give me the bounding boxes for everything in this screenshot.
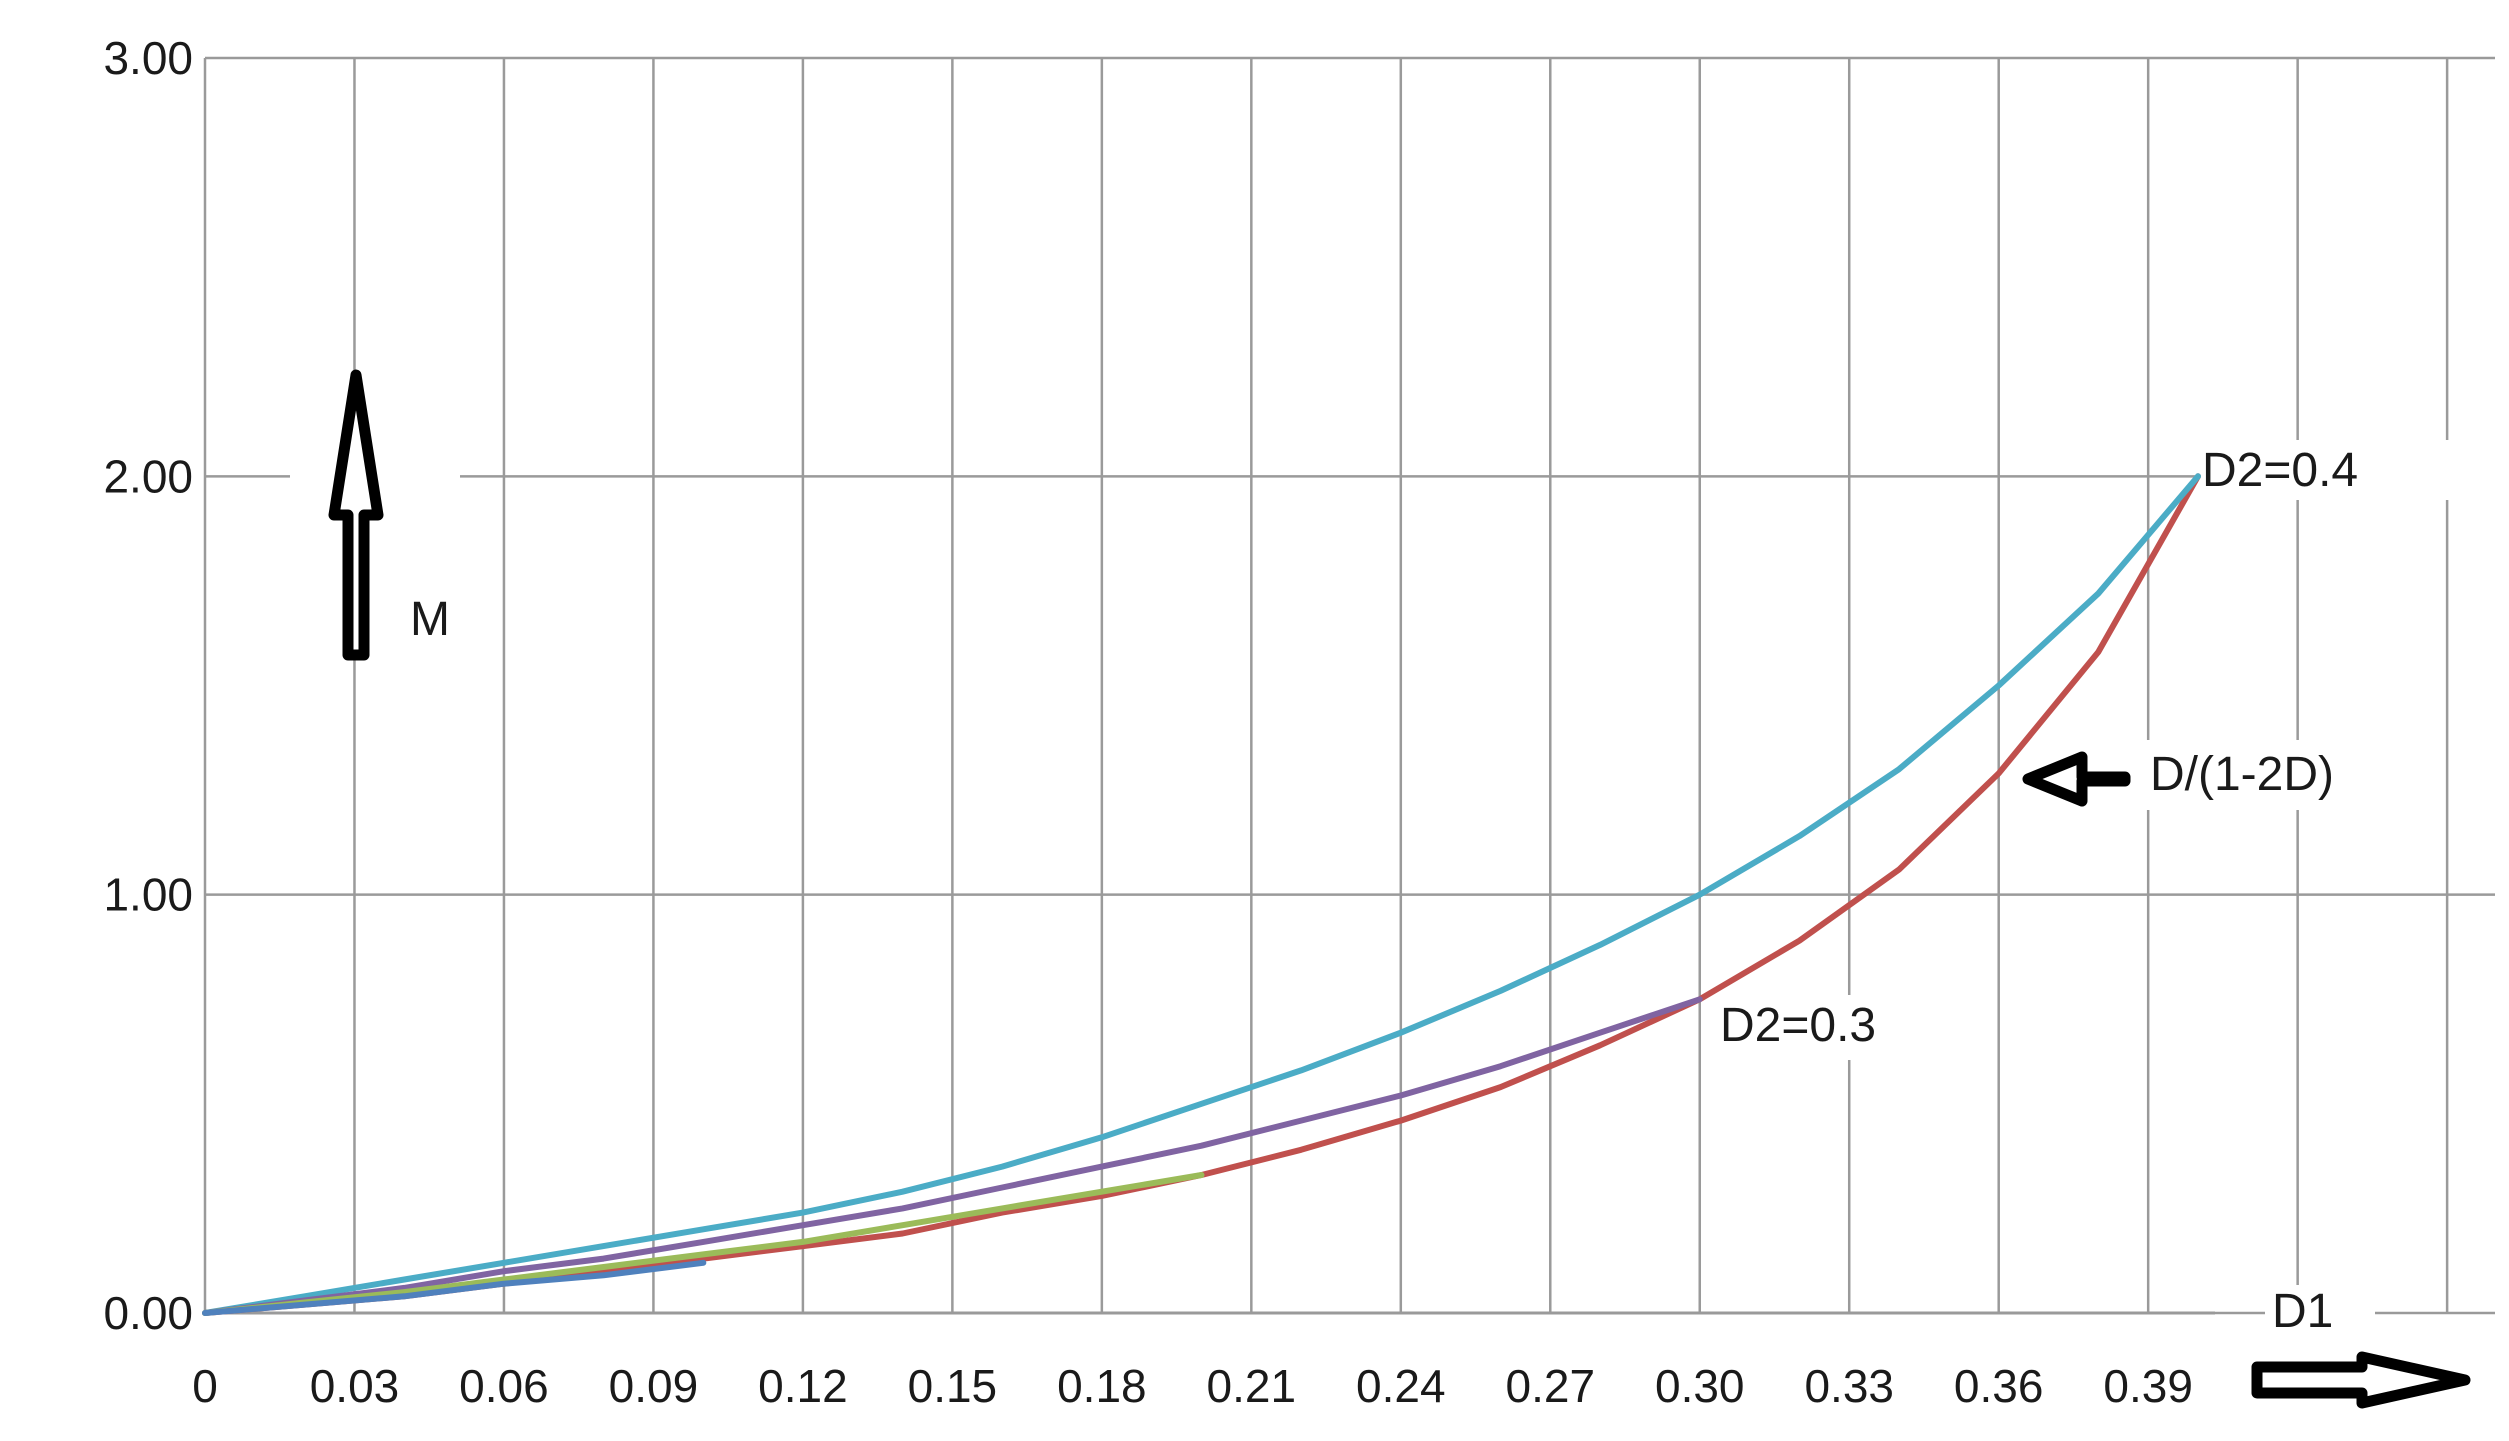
x-tick-label: 0.24 bbox=[1356, 1360, 1446, 1412]
tick-labels: 0.00 1.00 2.00 3.00 0 0.03 0.06 0.09 0.12 0.15 0.1… bbox=[103, 32, 2192, 1412]
d2-0.4-label: D2=0.4 bbox=[2202, 444, 2358, 497]
x-tick-label: 0.09 bbox=[609, 1360, 699, 1412]
x-tick-label: 0.06 bbox=[459, 1360, 549, 1412]
x-tick-label: 0.36 bbox=[1954, 1360, 2044, 1412]
y-tick-label: 2.00 bbox=[103, 450, 193, 502]
label-backdrop bbox=[2195, 440, 2495, 500]
label-backdrop bbox=[2130, 740, 2410, 810]
series-line-2 bbox=[202, 996, 1703, 1316]
d1-axis-label: D1 bbox=[2272, 1285, 2333, 1338]
x-tick-label: 0.33 bbox=[1804, 1360, 1894, 1412]
x-tick-label: 0.18 bbox=[1057, 1360, 1147, 1412]
x-tick-label: 0.30 bbox=[1655, 1360, 1745, 1412]
x-tick-label: 0.15 bbox=[908, 1360, 998, 1412]
curve-pointer-arrow bbox=[2022, 751, 2131, 807]
grid-lines bbox=[203, 56, 2495, 1340]
label-backdrop bbox=[2265, 1285, 2375, 1340]
x-tick-label: 0.39 bbox=[2103, 1360, 2193, 1412]
y-tick-label: 0.00 bbox=[103, 1287, 193, 1339]
y-tick-label: 1.00 bbox=[103, 869, 193, 921]
m-axis-arrow bbox=[328, 369, 384, 661]
data-series bbox=[202, 473, 2201, 1316]
d2-0.3-label: D2=0.3 bbox=[1720, 999, 1876, 1052]
curve-formula-label: D/(1-2D) bbox=[2150, 748, 2334, 801]
x-tick-label: 0.21 bbox=[1207, 1360, 1297, 1412]
y-tick-label: 3.00 bbox=[103, 32, 193, 84]
m-axis-label: M bbox=[410, 593, 450, 646]
x-tick-label: 0.27 bbox=[1506, 1360, 1596, 1412]
series-line-4 bbox=[202, 1259, 707, 1316]
label-backdrop bbox=[1710, 995, 1940, 1060]
x-tick-label: 0 bbox=[192, 1360, 218, 1412]
series-line-3 bbox=[202, 1172, 1205, 1316]
x-tick-label: 0.12 bbox=[758, 1360, 848, 1412]
d1-axis-arrow bbox=[2251, 1351, 2471, 1409]
x-tick-label: 0.03 bbox=[310, 1360, 400, 1412]
series-line-0 bbox=[202, 473, 2201, 1316]
